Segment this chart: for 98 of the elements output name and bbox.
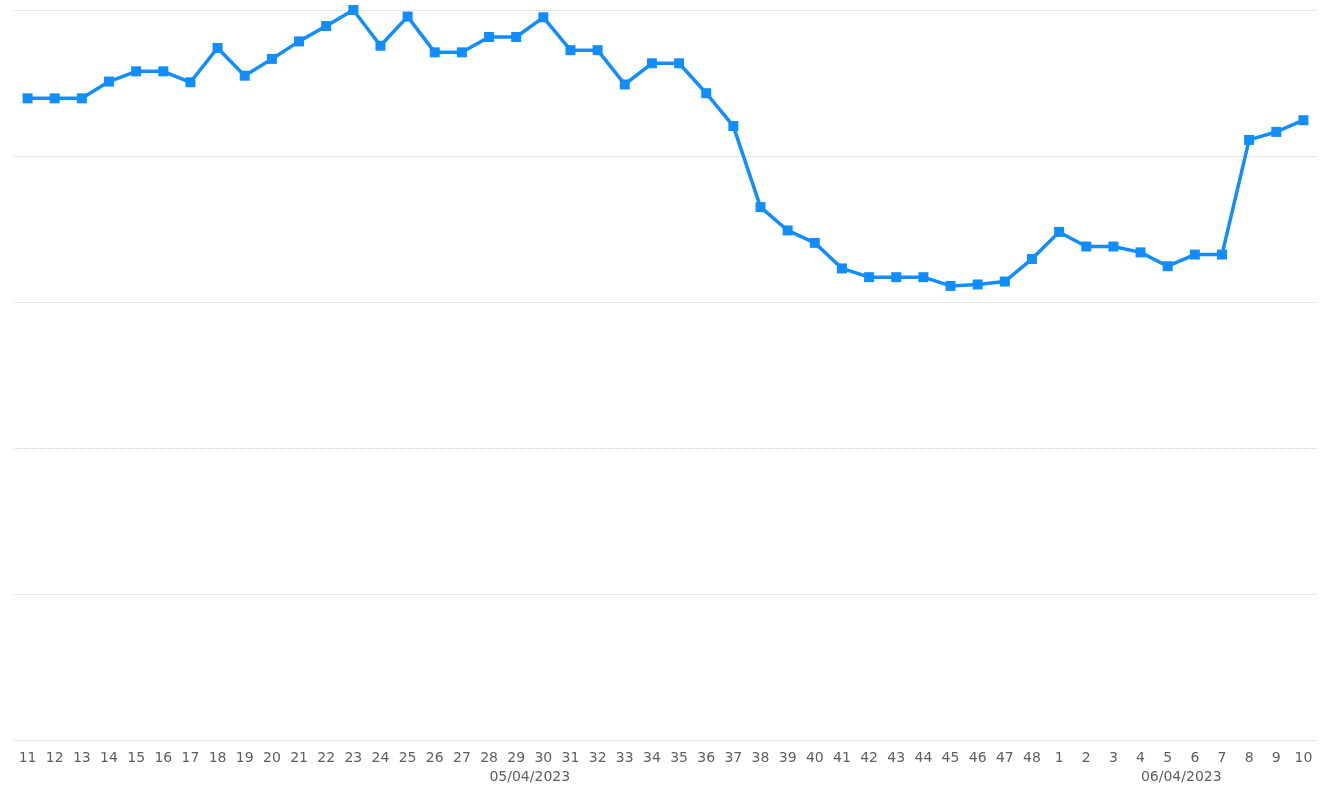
point [456,47,467,58]
x-tick-label: 15 [127,749,146,765]
x-tick-label: 29 [507,749,526,765]
x-tick-label: 35 [670,749,688,765]
point [158,66,169,77]
point [836,263,847,274]
x-tick-label: 7 [1217,749,1227,765]
point [945,280,956,291]
point [565,45,576,56]
point [104,76,115,87]
point [538,12,549,23]
point [321,21,332,32]
x-tick-label: 13 [72,749,91,765]
point [22,93,33,104]
x-tick-label: 4 [1136,749,1146,765]
point [484,32,495,43]
point [728,121,739,132]
x-tick-label: 42 [860,749,879,765]
point [266,53,277,64]
x-tick-label: 11 [18,749,37,765]
point [49,93,60,104]
x-tick-label: 25 [398,749,417,765]
x-tick-label: 38 [751,749,770,765]
x-tick-label: 33 [615,749,634,765]
point [1054,226,1065,237]
x-tick-label: 44 [914,749,933,765]
x-tick-label: 9 [1271,749,1281,765]
point [348,5,359,15]
x-tick-label: 28 [480,749,498,765]
point [429,47,440,58]
x-tick-label: 16 [154,749,173,765]
x-tick-label: 8 [1244,749,1254,765]
point [782,225,793,236]
point [999,276,1010,287]
point [809,237,820,248]
x-tick-label: 1 [1054,749,1064,765]
text: 06/04/2023 [1140,768,1222,784]
point [701,88,712,99]
point [1026,253,1037,264]
x-tick-label: 39 [778,749,797,765]
point [185,77,196,88]
x-tick-label: 40 [805,749,824,765]
point [375,40,386,51]
point [1244,134,1255,145]
x-tick-label: 36 [697,749,716,765]
x-tick-label: 14 [100,749,118,765]
x-tick-label: 37 [724,749,743,765]
x-tick-label: 45 [941,749,960,765]
point [294,36,305,47]
point [1162,261,1173,272]
x-tick-label: 2 [1081,749,1091,765]
text: 05/04/2023 [489,768,571,784]
point [1135,247,1146,258]
point [646,58,657,69]
x-tick-label: 20 [262,749,281,765]
x-tick-label: 12 [45,749,64,765]
point [402,11,413,22]
point [864,272,875,283]
x-tick-label: 32 [588,749,607,765]
x-tick-label: 24 [371,749,390,765]
point [76,93,87,104]
point [1216,249,1227,260]
point [511,32,522,43]
x-tick-label: 23 [344,749,363,765]
x-tick-label: 31 [561,749,580,765]
x-tick-label: 5 [1163,749,1173,765]
point [592,45,603,56]
x-tick-label: 22 [317,749,336,765]
point [755,202,766,213]
x-tick-label: 46 [968,749,987,765]
point [1081,241,1092,252]
x-tick-label: 19 [235,749,254,765]
point [1298,115,1309,126]
x-tick-label: 30 [534,749,553,765]
point [1189,249,1200,260]
x-tick-label: 47 [995,749,1014,765]
x-tick-label: 3 [1108,749,1118,765]
x-tick-label: 6 [1190,749,1200,765]
x-tick-label: 10 [1294,749,1313,765]
x-tick-label: 48 [1023,749,1041,765]
point [674,58,685,69]
point [619,79,630,90]
x-tick-label: 26 [425,749,444,765]
point [1271,126,1282,137]
point [972,279,983,290]
point [918,272,929,283]
point [1108,241,1119,252]
point [239,70,250,81]
x-tick-label: 17 [181,749,200,765]
x-tick-label: 34 [643,749,661,765]
point [212,42,223,53]
point [891,272,902,283]
point [131,66,142,77]
x-tick-label: 21 [290,749,308,765]
x-tick-label: 27 [452,749,471,765]
x-tick-label: 18 [208,749,227,765]
x-tick-label: 43 [887,749,906,765]
x-tick-label: 41 [833,749,851,765]
